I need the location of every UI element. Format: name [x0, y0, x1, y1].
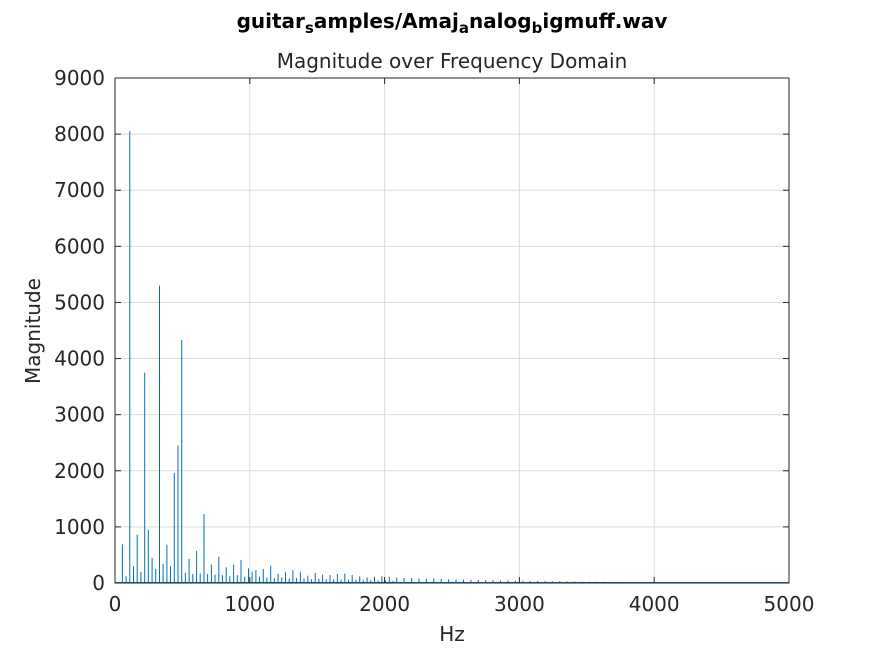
- y-tick-label: 8000: [54, 122, 105, 146]
- x-tick-label: 2000: [359, 592, 410, 616]
- grid-lines: [115, 78, 789, 583]
- chart-title: guitarsamples/Amajanalogbigmuff.wav: [237, 9, 668, 37]
- x-tick-label: 3000: [494, 592, 545, 616]
- x-tick-label: 0: [109, 592, 122, 616]
- title-subscript: b: [532, 19, 543, 37]
- title-segment: igmuff.wav: [542, 9, 667, 33]
- x-axis-label: Hz: [439, 622, 465, 646]
- y-tick-label: 6000: [54, 234, 105, 258]
- y-tick-label: 5000: [54, 290, 105, 314]
- y-tick-label: 4000: [54, 347, 105, 371]
- x-tick-label: 4000: [629, 592, 680, 616]
- y-tick-label: 3000: [54, 403, 105, 427]
- title-subscript: s: [305, 19, 314, 37]
- y-tick-label: 9000: [54, 66, 105, 90]
- x-tick-label: 5000: [764, 592, 815, 616]
- y-tick-label: 0: [92, 571, 105, 595]
- title-segment: amples/Amaj: [314, 9, 459, 33]
- y-tick-label: 2000: [54, 459, 105, 483]
- plot-area: [115, 78, 789, 583]
- title-segment: nalog: [469, 9, 532, 33]
- y-axis-label: Magnitude: [21, 278, 45, 384]
- title-segment: guitar: [237, 9, 305, 33]
- title-subscript: a: [459, 19, 469, 37]
- x-tick-label: 1000: [224, 592, 275, 616]
- axis-ticks: 0 1000 2000 3000 4000 5000 0 1000 2000 3000 4000 50…: [54, 66, 814, 616]
- y-tick-label: 1000: [54, 515, 105, 539]
- axes-frame: [114, 77, 790, 584]
- y-tick-label: 7000: [54, 178, 105, 202]
- chart-subtitle: Magnitude over Frequency Domain: [277, 49, 628, 73]
